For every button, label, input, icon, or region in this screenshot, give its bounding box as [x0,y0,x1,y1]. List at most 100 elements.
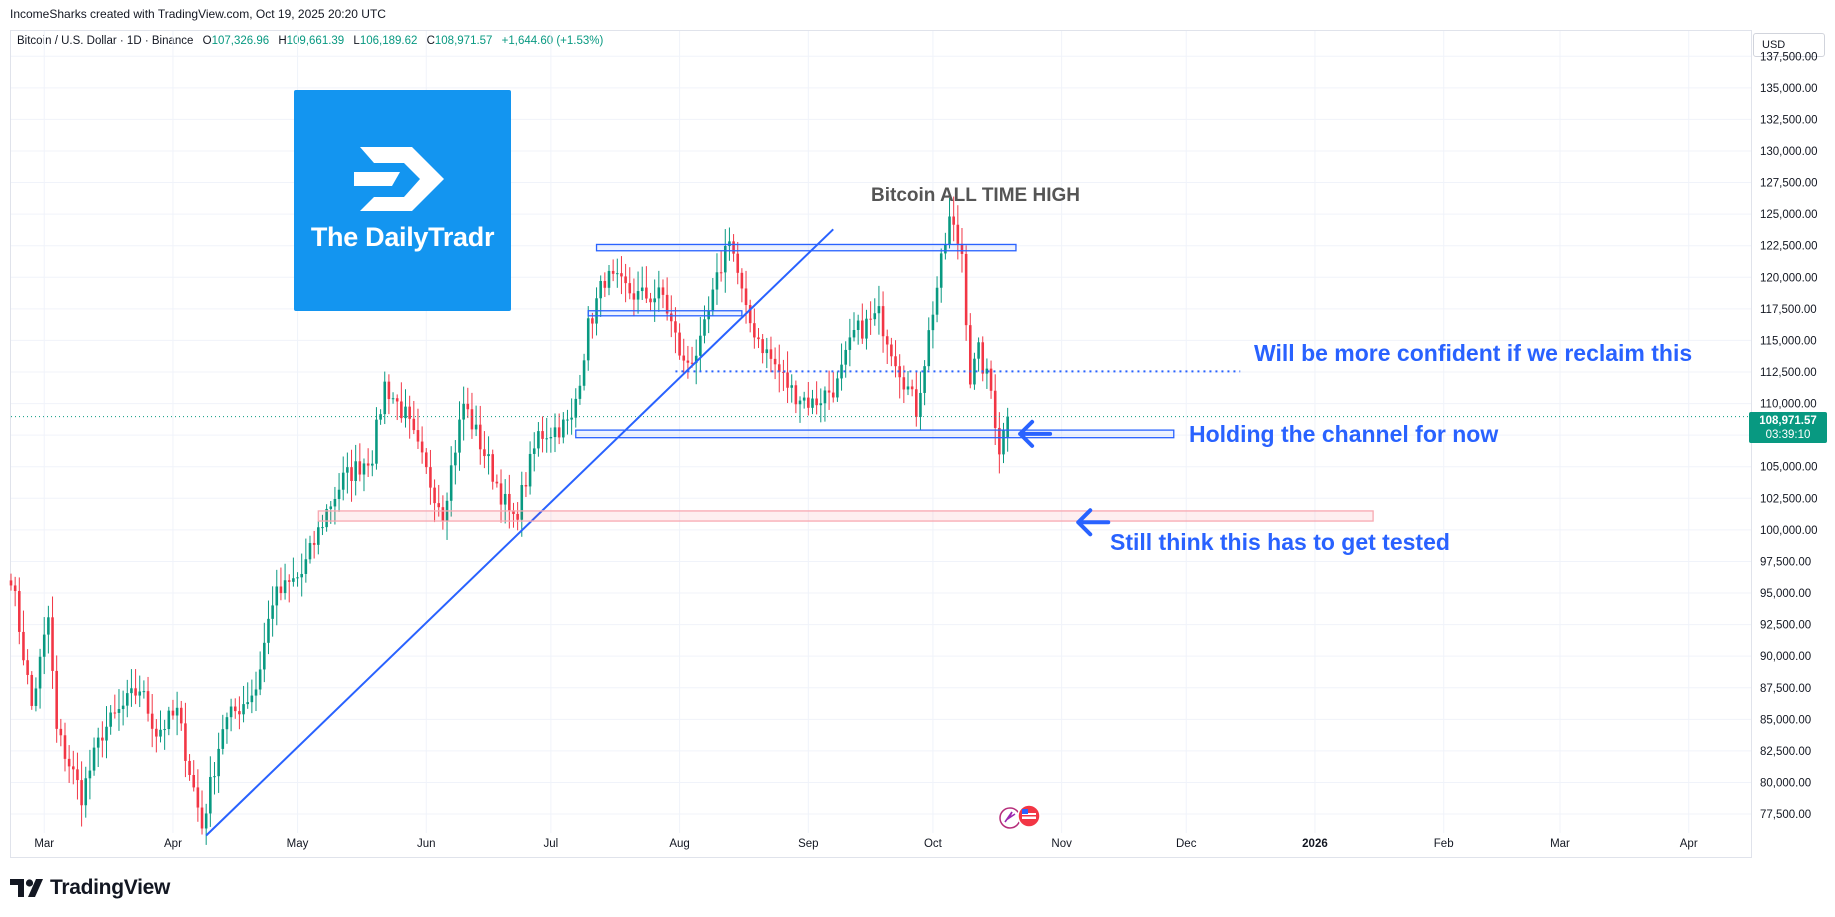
candle [96,727,100,768]
candle-body [831,392,835,398]
candle [325,504,328,532]
symbol-name[interactable]: Bitcoin / U.S. Dollar · 1D · Binance [17,35,194,47]
logo-mark-icon [354,147,444,211]
candle [250,679,254,714]
candle [831,371,835,403]
candle [146,676,150,722]
events-icon[interactable] [999,804,1041,829]
candle [196,769,200,822]
tradingview-brand[interactable]: TradingView [10,876,170,900]
candle-body [391,398,395,400]
candle-body [516,513,519,520]
candle-body [458,419,461,453]
candle [263,622,266,683]
currency-selector[interactable]: USD [1753,33,1825,57]
candle [906,370,910,396]
candle-body [562,419,565,438]
candle-body [358,461,362,475]
candle-body [142,691,146,693]
candle-body [765,349,769,354]
candle-body [578,385,582,399]
price-tick-label: 120,000.00 [1760,272,1818,284]
candle-body [640,287,644,292]
candle [321,514,324,536]
price-tick-label: 80,000.00 [1760,777,1811,789]
candle-body [101,737,104,741]
candle [287,574,291,603]
candle [732,234,735,262]
candle [869,301,872,335]
candle [371,450,374,477]
candle [159,710,162,743]
candle [125,679,129,718]
candle-body [134,688,137,696]
candle-body [150,713,154,729]
candle-body [238,711,241,715]
candle [76,752,79,800]
candle-body [894,356,897,367]
candle [881,291,885,353]
candle [55,655,58,743]
price-tick-label: 90,000.00 [1760,651,1811,663]
candle [852,312,856,342]
candle [67,745,71,783]
candle-body [462,403,465,420]
candle-body [549,437,553,439]
candle [30,671,34,710]
candle [184,702,187,778]
candle [848,318,852,367]
candle-body [935,287,939,315]
candle [246,682,249,709]
candle-body [209,776,212,814]
candle-body [312,543,316,545]
candle-body [105,726,108,741]
candle-body [645,287,648,299]
candle [678,323,681,360]
candle [910,379,914,397]
candle-body [620,273,623,277]
time-tick-label: Apr [164,838,182,850]
candle-body [9,580,13,586]
candle-body [321,527,324,529]
candle-body [624,276,627,284]
candle-body [242,704,245,715]
candle-body [416,430,420,442]
high-value: 109,661.39 [286,35,345,47]
time-tick-label: Feb [1434,838,1454,850]
price-tick-label: 85,000.00 [1760,714,1811,726]
candle [777,344,781,393]
candle [329,500,333,524]
candle-body [757,337,760,340]
candle [915,370,918,427]
candle [503,479,507,524]
candle-body [844,349,847,365]
candle [350,449,353,502]
candle [636,271,640,314]
candle [840,343,843,391]
candle-body [948,216,951,245]
candle-body [777,364,781,372]
candle-body [665,294,669,314]
candle [690,346,694,368]
candle [383,371,387,425]
candle [591,312,594,339]
candle [175,691,179,736]
price-tick-label: 137,500.00 [1760,51,1818,63]
candle-body [420,441,424,453]
candle [998,412,1001,474]
candle [528,441,532,495]
candle [483,431,486,469]
candle [885,329,889,365]
candle-body [412,418,416,431]
candle [242,685,245,723]
candle-body [653,298,656,303]
candle [532,432,536,472]
candle-body [632,293,636,300]
candle [478,405,482,465]
candle [217,732,220,793]
candle [101,721,104,758]
candle-body [582,360,586,386]
candle [92,737,96,776]
candle-body [848,337,852,350]
